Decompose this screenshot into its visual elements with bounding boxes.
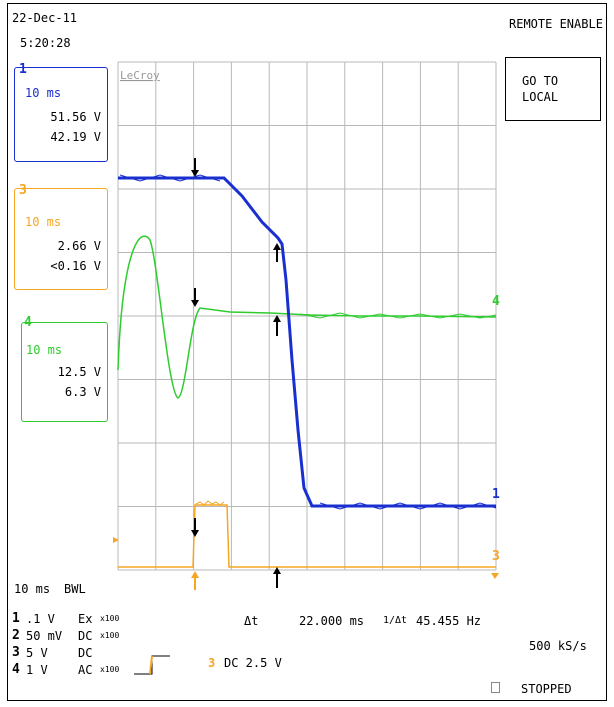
scope-screen <box>7 3 607 701</box>
channel-1-box[interactable]: 1 10 ms 51.56 V 42.19 V <box>14 62 108 162</box>
trigger-setting: DC 2.5 V <box>224 656 282 670</box>
setting-probe: x100 <box>100 614 120 623</box>
delta-t-value: 22.000 ms <box>299 614 365 628</box>
channel-1-timebase: 10 ms <box>25 86 62 100</box>
lecroy-logo: LeCroy <box>120 69 160 82</box>
channel-3-noise <box>195 500 225 506</box>
setting-coupling: DC <box>78 646 93 660</box>
channel-1-trace <box>118 176 496 508</box>
channel-4-value-1: 12.5 V <box>57 365 101 379</box>
remote-enable-label: REMOTE ENABLE <box>509 17 603 31</box>
channel-4-number: 4 <box>24 315 32 330</box>
trigger-position-arrow <box>191 571 199 590</box>
setting-scale: 5 V <box>26 646 48 660</box>
delta-t-label: Δt <box>244 614 259 628</box>
channel-1-noise <box>119 174 497 510</box>
go-to-local-line1: GO TO <box>522 74 559 88</box>
setting-channel-number: 2 <box>12 628 20 643</box>
go-to-local-line2: LOCAL <box>522 90 559 104</box>
acquisition-status: STOPPED <box>521 682 572 696</box>
channel-4-marker: 4 <box>492 294 500 309</box>
setting-channel-number: 4 <box>12 662 20 677</box>
setting-channel-number: 1 <box>12 611 20 626</box>
setting-scale: 50 mV <box>26 629 63 643</box>
status-timebase: 10 ms <box>14 582 51 596</box>
trigger-edge-icon <box>134 655 170 675</box>
setting-probe: x100 <box>100 665 120 674</box>
setting-scale: .1 V <box>26 612 55 626</box>
date-label: 22-Dec-11 <box>12 11 78 25</box>
channel-3-value-1: 2.66 V <box>57 239 101 253</box>
inverse-delta-t-label: 1/Δt <box>383 615 408 626</box>
channel-1-value-1: 51.56 V <box>50 110 101 124</box>
setting-coupling: DC <box>78 629 93 643</box>
channel-4-value-2: 6.3 V <box>64 385 101 399</box>
trigger-channel: 3 <box>208 656 216 670</box>
channel-3-number: 3 <box>19 183 27 198</box>
cursor-arrows <box>191 158 281 588</box>
sample-rate: 500 kS/s <box>529 639 587 653</box>
channel-1-value-2: 42.19 V <box>50 130 101 144</box>
channel-3-box[interactable]: 3 10 ms 2.66 V <0.16 V <box>14 183 108 290</box>
status-indicator-box <box>491 682 500 693</box>
channel-3-value-2: <0.16 V <box>50 259 101 273</box>
setting-coupling: AC <box>78 663 93 677</box>
channel-1-number: 1 <box>19 62 27 77</box>
channel-4-trace <box>117 235 497 399</box>
frequency-value: 45.455 Hz <box>416 614 482 628</box>
channel-4-timebase: 10 ms <box>26 343 63 357</box>
channel-3-marker: 3 <box>492 549 500 564</box>
setting-channel-number: 3 <box>12 645 20 660</box>
channel-4-box[interactable]: 4 10 ms 12.5 V 6.3 V <box>21 315 108 422</box>
bwl-indicator: BWL <box>64 582 86 596</box>
setting-coupling: Ex <box>78 612 93 626</box>
time-label: 5:20:28 <box>20 36 71 50</box>
setting-scale: 1 V <box>26 663 48 677</box>
setting-probe: x100 <box>100 631 120 640</box>
channel-3-level-marker <box>491 573 499 579</box>
trigger-level-marker <box>113 537 119 543</box>
go-to-local-button[interactable]: GO TO LOCAL <box>505 57 601 121</box>
channel-4-noise <box>299 312 497 319</box>
channel-3-timebase: 10 ms <box>25 215 62 229</box>
channel-3-trace <box>118 504 496 568</box>
channel-1-marker: 1 <box>492 487 500 502</box>
